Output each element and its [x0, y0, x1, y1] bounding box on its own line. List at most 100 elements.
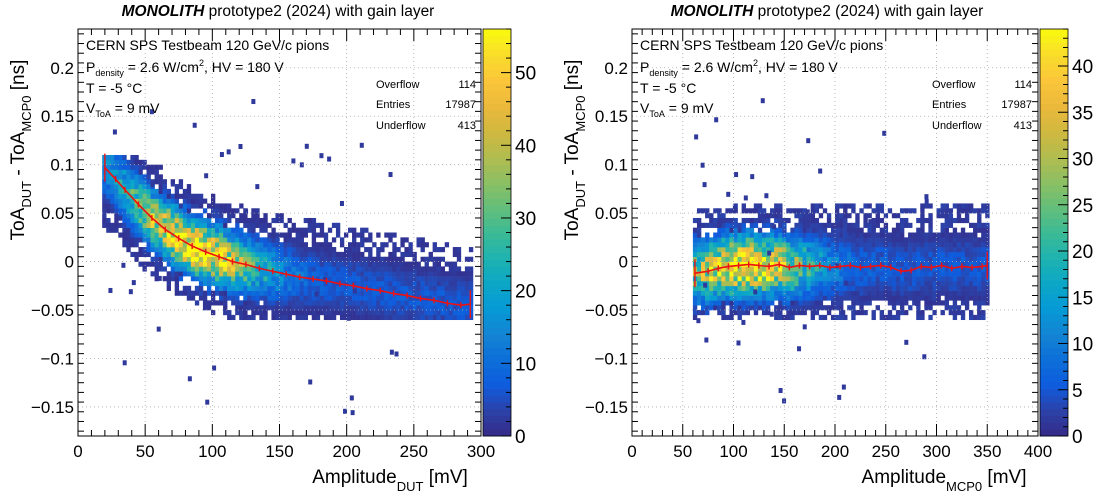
right-heatmap-cell [879, 203, 885, 209]
left-heatmap-cell [114, 198, 119, 204]
left-heatmap-cell [243, 247, 248, 253]
right-heatmap-cell [782, 232, 787, 238]
left-heatmap-cell [259, 314, 264, 321]
right-heatmap-cell [843, 290, 848, 296]
right-heatmap-cell [839, 280, 844, 287]
right-heatmap-cell [717, 295, 722, 301]
right-heatmap-cell [721, 290, 726, 296]
right-heatmap-cell [855, 222, 860, 228]
right-heatmap-cell [899, 295, 905, 301]
left-heatmap-cell [243, 213, 248, 219]
right-heatmap-cell [737, 227, 742, 233]
right-heatmap-cell [944, 232, 949, 238]
left-heatmap-cell [388, 276, 393, 282]
right-heatmap-cell [761, 290, 767, 296]
left-heatmap-cell [182, 217, 188, 224]
left-heatmap-cell [400, 266, 405, 272]
right-heatmap-cell [883, 256, 889, 262]
right-profile-line [694, 251, 988, 288]
left-heatmap-cell [194, 276, 200, 282]
left-heatmap-cell [335, 300, 341, 306]
right-colorbar-segment [1040, 354, 1068, 362]
right-heatmap-cell [741, 227, 746, 233]
left-heatmap-cell [303, 290, 309, 296]
right-heatmap-cell [806, 295, 811, 301]
right-outlier-cell [917, 228, 922, 234]
left-heatmap-cell [392, 300, 397, 306]
right-heatmap-cell [709, 266, 714, 272]
left-heatmap-cell [227, 227, 232, 233]
left-heatmap-cell [287, 227, 292, 233]
right-heatmap-cell [757, 237, 763, 243]
left-heatmap-cell [452, 300, 458, 306]
right-heatmap-cell [977, 208, 982, 214]
left-heatmap-cell [215, 217, 220, 224]
right-heatmap-cell [741, 222, 746, 228]
left-heatmap-cell [291, 290, 296, 296]
left-heatmap-cell [287, 251, 292, 258]
right-heatmap-cell [948, 271, 954, 277]
right-heatmap-cell [749, 295, 755, 301]
left-heatmap-cell [352, 256, 357, 262]
right-colorbar-segment [1040, 246, 1068, 254]
left-heatmap-cell [239, 237, 244, 243]
right-heatmap-cell [814, 242, 820, 248]
right-heatmap-cell [879, 314, 885, 321]
right-heatmap-cell [956, 237, 962, 243]
right-heatmap-cell [916, 256, 921, 262]
right-heatmap-cell [830, 261, 836, 267]
right-heatmap-cell [713, 242, 718, 248]
left-heatmap-cell [416, 280, 421, 287]
right-heatmap-cell [977, 276, 982, 282]
right-heatmap-cell [786, 261, 791, 267]
left-heatmap-cell [315, 232, 321, 238]
left-heatmap-cell [279, 232, 284, 238]
right-heatmap-cell [822, 247, 828, 253]
left-heatmap-cell [206, 300, 212, 306]
left-heatmap-cell [154, 256, 159, 262]
left-heatmap-cell [444, 276, 450, 282]
left-heatmap-cell [247, 242, 252, 248]
left-heatmap-cell [142, 188, 147, 195]
left-heatmap-cell [327, 305, 333, 311]
right-heatmap-cell [709, 261, 714, 267]
right-heatmap-cell [944, 227, 949, 233]
right-heatmap-cell [916, 232, 921, 238]
right-heatmap-cell [782, 242, 787, 248]
left-heatmap-cell [295, 247, 300, 253]
left-heatmap-cell [388, 266, 393, 272]
right-heatmap-cell [721, 261, 726, 267]
left-heatmap-cell [323, 295, 329, 301]
left-heatmap-cell [412, 256, 417, 262]
right-colorbar-segment [1040, 307, 1068, 315]
right-heatmap-cell [717, 232, 722, 238]
left-heatmap-cell [206, 251, 212, 258]
left-heatmap-cell [460, 290, 466, 296]
left-outlier-cell [131, 280, 136, 286]
left-heatmap-cell [283, 314, 288, 321]
left-heatmap-cell [110, 227, 115, 233]
left-heatmap-cell [404, 310, 409, 316]
left-heatmap-cell [215, 276, 220, 282]
left-heatmap-cell [210, 280, 216, 287]
left-heatmap-cell [303, 232, 309, 238]
right-heatmap-cell [705, 237, 710, 243]
left-heatmap-cell [178, 266, 184, 272]
right-heatmap-cell [981, 237, 986, 243]
left-heatmap-cell [146, 174, 151, 180]
right-heatmap-cell [713, 237, 718, 243]
left-x-tick-label: 200 [332, 442, 360, 461]
left-heatmap-cell [106, 227, 111, 233]
right-heatmap-cell [765, 242, 771, 248]
left-heatmap-cell [247, 314, 252, 321]
left-heatmap-cell [202, 237, 208, 243]
left-heatmap-cell [174, 242, 180, 248]
left-heatmap-cell [134, 232, 139, 238]
left-heatmap-cell [142, 213, 147, 219]
right-heatmap-cell [867, 237, 872, 243]
left-heatmap-cell [178, 290, 184, 296]
left-heatmap-cell [380, 285, 385, 291]
left-heatmap-cell [247, 295, 252, 301]
left-heatmap-cell [106, 208, 111, 214]
right-heatmap-cell [717, 290, 722, 296]
